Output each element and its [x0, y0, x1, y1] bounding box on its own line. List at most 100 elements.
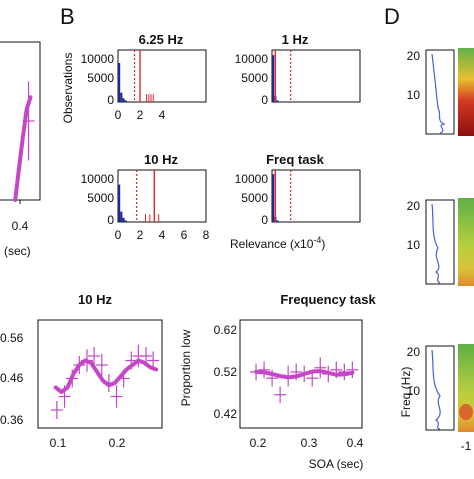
histogram-panel-1hz: 1 Hz 10000 5000 0: [235, 32, 361, 107]
fitted-curve: [13, 95, 33, 202]
y-tick-label: 0: [107, 213, 114, 227]
y-tick-label: 10: [407, 88, 421, 102]
panel-label-d: D: [384, 4, 400, 29]
plot-marks: [250, 357, 359, 404]
x-tick-label: 2: [137, 108, 144, 122]
histogram-panel-10hz: 10 Hz 10000 5000 0 0 2 4 6 8: [81, 152, 210, 242]
histogram-marks: [272, 170, 292, 222]
plot-frame: [239, 319, 363, 429]
histogram-bar: [272, 174, 275, 222]
y-tick-label: 0.52: [214, 365, 238, 379]
y-tick-label: 0: [261, 213, 268, 227]
histogram-frame: [271, 49, 361, 103]
histogram-marks: [118, 170, 160, 222]
histogram-y-axis-label: Observations: [61, 53, 75, 124]
histogram-frame: [117, 49, 207, 103]
histogram-panel-freq-task: Freq task 10000 5000 0 Relevance (x10-4): [230, 152, 361, 251]
histogram-bar: [124, 100, 127, 102]
histogram-bar: [120, 92, 123, 102]
y-tick-label: 5000: [241, 71, 268, 85]
histogram-marks: [118, 50, 154, 102]
spectrum-trace: [431, 53, 446, 134]
y-tick-label: 10000: [81, 172, 115, 186]
histogram-bar: [118, 63, 121, 102]
partial-panel-marks: [13, 81, 35, 202]
power-blob: [459, 404, 473, 420]
spectrum-trace-frame: [425, 49, 455, 135]
y-tick-label: 20: [407, 345, 421, 359]
x-tick-label: 6: [181, 228, 188, 242]
y-tick-label: 0.62: [214, 323, 238, 337]
spectrum-trace-frame: [425, 345, 455, 431]
x-tick-label: -1: [461, 439, 472, 453]
y-axis-label: Freq (Hz): [399, 367, 413, 418]
plot-frame: [37, 319, 163, 429]
y-tick-label: 20: [407, 49, 421, 63]
histogram-bar: [276, 220, 279, 222]
y-tick-label: 5000: [87, 71, 114, 85]
x-tick-label: 2: [137, 228, 144, 242]
histogram-title: 10 Hz: [144, 152, 178, 167]
histogram-bar: [120, 211, 123, 222]
partial-x-axis-label: (sec): [4, 244, 31, 258]
histogram-bar: [276, 100, 279, 102]
x-tick-label: 0.2: [250, 436, 267, 450]
plot-title: 10 Hz: [78, 292, 112, 307]
x-tick-label: 0: [115, 228, 122, 242]
plot-marks: [50, 344, 160, 419]
fitted-curve: [254, 369, 355, 380]
y-tick-label: 0.42: [214, 407, 238, 421]
x-tick-label: 4: [159, 108, 166, 122]
y-tick-label: 5000: [87, 191, 114, 205]
histogram-frame: [271, 169, 361, 223]
x-tick-label: 0: [115, 108, 122, 122]
partial-panel-a: 0.4 (sec): [0, 41, 41, 258]
y-tick-label: 10000: [81, 52, 115, 66]
histogram-bar: [272, 55, 275, 102]
x-tick-label: 0.1: [50, 436, 67, 450]
x-tick-label: 4: [159, 228, 166, 242]
phase-plot-10hz: 10 Hz 0.1 0.2: [37, 292, 163, 450]
spectrum-trace: [431, 349, 441, 430]
panel-label-b: B: [60, 4, 75, 29]
panel-d: D 20 10 20 10: [384, 4, 474, 453]
left-partial-y-ticks: 0.56 0.46 0.36: [0, 331, 24, 427]
histogram-title: 1 Hz: [282, 32, 309, 47]
x-tick-label: 0.2: [109, 436, 126, 450]
y-tick-label: 0: [107, 93, 114, 107]
y-tick-label: 10: [407, 384, 421, 398]
histogram-title: Freq task: [266, 152, 325, 167]
y-tick-label: 0.36: [0, 413, 24, 427]
histogram-title: 6.25 Hz: [139, 32, 184, 47]
histogram-bar: [118, 184, 121, 222]
y-tick-label: 10: [407, 238, 421, 252]
partial-x-tick-label: 0.4: [12, 219, 29, 233]
y-tick-label: 5000: [241, 191, 268, 205]
y-tick-label: 0.46: [0, 371, 24, 385]
y-tick-label: 20: [407, 199, 421, 213]
x-axis-label: SOA (sec): [309, 457, 364, 471]
histogram-bar: [122, 217, 125, 222]
y-tick-label: 0: [261, 93, 268, 107]
histogram-bar: [122, 98, 125, 102]
y-tick-label: 0.56: [0, 331, 24, 345]
y-tick-label: 10000: [235, 52, 269, 66]
spectrum-trace-frame: [425, 199, 455, 285]
fitted-curve: [53, 358, 159, 394]
y-axis-label: Proportion low: [179, 329, 193, 406]
histogram-frame: [117, 169, 207, 223]
plot-title: Frequency task: [280, 292, 376, 307]
x-tick-label: 8: [203, 228, 210, 242]
histogram-bar: [124, 220, 127, 222]
spectrum-trace: [431, 203, 441, 284]
time-frequency-map: [458, 198, 474, 286]
histogram-x-axis-label: Relevance (x10-4): [230, 235, 325, 251]
time-frequency-map: [458, 48, 474, 136]
y-tick-label: 10000: [235, 172, 269, 186]
x-tick-label: 0.3: [301, 436, 318, 450]
phase-plot-frequency-task: Frequency task Proportion low 0.62 0.52 …: [179, 292, 376, 471]
histogram-panel-6-25hz: 6.25 Hz 10000 5000 0 0 2 4: [81, 32, 207, 122]
histogram-marks: [272, 50, 292, 102]
x-tick-label: 0.4: [347, 436, 364, 450]
